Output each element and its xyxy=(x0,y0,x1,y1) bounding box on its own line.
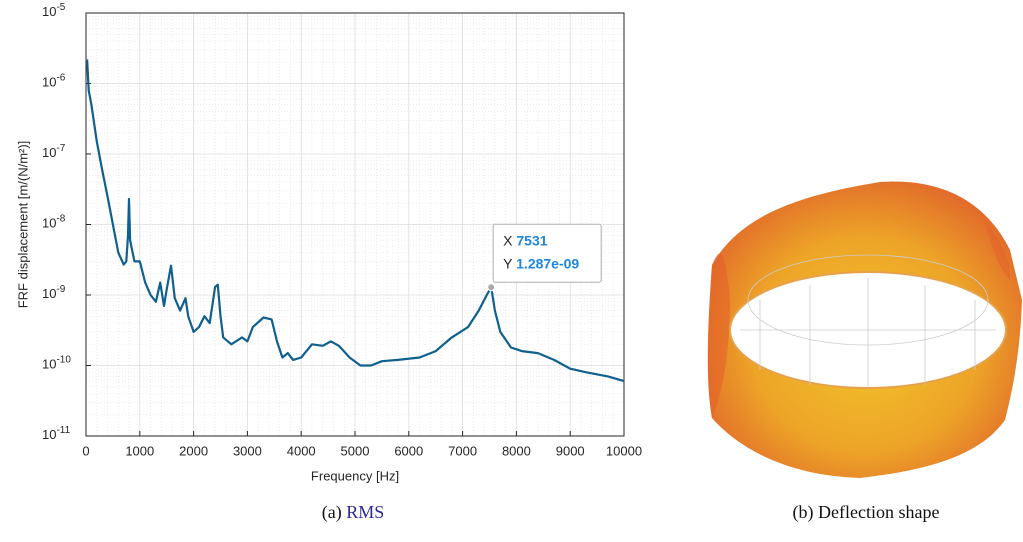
y-axis-label: FRF displacement [m/(N/m²)] xyxy=(15,141,30,309)
datatip-x: X 7531 xyxy=(503,232,548,248)
x-tick-label: 9000 xyxy=(556,443,585,458)
y-tick-label: 10-6 xyxy=(42,72,66,90)
line-series xyxy=(86,59,625,383)
datatip-y-value: 1.287e-09 xyxy=(516,255,579,271)
y-tick-exponent: -11 xyxy=(56,425,70,436)
x-tick-label: 7000 xyxy=(448,443,477,458)
y-tick-exponent: -8 xyxy=(56,213,65,224)
x-tick-label: 0 xyxy=(82,443,89,458)
x-tick-label: 3000 xyxy=(233,443,262,458)
y-tick-base: 10 xyxy=(42,145,56,160)
datatip-y-name: Y xyxy=(503,255,513,271)
y-tick-exponent: -10 xyxy=(56,354,71,365)
x-tick-label: 8000 xyxy=(502,443,531,458)
ring-render xyxy=(707,181,1022,478)
x-tick-label: 4000 xyxy=(287,443,316,458)
caption-a-link[interactable]: RMS xyxy=(346,502,384,522)
x-tick-label: 6000 xyxy=(394,443,423,458)
y-tick-label: 10-11 xyxy=(42,425,71,443)
datatip-x-name: X xyxy=(503,232,513,248)
datatip-y: Y 1.287e-09 xyxy=(503,255,579,271)
x-tick-label: 1000 xyxy=(125,443,154,458)
datatip-box xyxy=(492,223,602,283)
x-tick-label: 5000 xyxy=(341,443,370,458)
y-tick-exponent: -5 xyxy=(56,2,65,13)
axes-box xyxy=(85,12,625,437)
y-tick-label: 10-9 xyxy=(42,284,66,302)
y-tick-base: 10 xyxy=(42,357,56,372)
caption-b: (b) Deflection shape xyxy=(793,502,940,523)
y-tick-label: 10-8 xyxy=(42,213,66,231)
y-tick-exponent: -9 xyxy=(56,284,65,295)
datatip-marker xyxy=(487,283,496,292)
y-tick-base: 10 xyxy=(42,4,56,19)
ring-shade-right xyxy=(985,220,1011,280)
y-tick-base: 10 xyxy=(42,75,56,90)
y-tick-label: 10-10 xyxy=(42,354,71,372)
y-tick-exponent: -6 xyxy=(56,72,65,83)
caption-a: (a) RMS xyxy=(322,502,385,523)
ring-shade-left xyxy=(707,253,730,418)
y-tick-base: 10 xyxy=(42,427,56,442)
y-tick-base: 10 xyxy=(42,216,56,231)
x-tick-label: 10000 xyxy=(606,443,642,458)
y-tick-exponent: -7 xyxy=(56,143,65,154)
datatip-x-value: 7531 xyxy=(516,232,547,248)
y-tick-label: 10-7 xyxy=(42,143,66,161)
x-tick-label: 2000 xyxy=(179,443,208,458)
ring-grid xyxy=(740,254,996,388)
y-tick-base: 10 xyxy=(42,286,56,301)
x-axis-label: Frequency [Hz] xyxy=(311,468,399,483)
y-tick-label: 10-5 xyxy=(42,2,66,20)
caption-a-prefix: (a) xyxy=(322,502,342,523)
